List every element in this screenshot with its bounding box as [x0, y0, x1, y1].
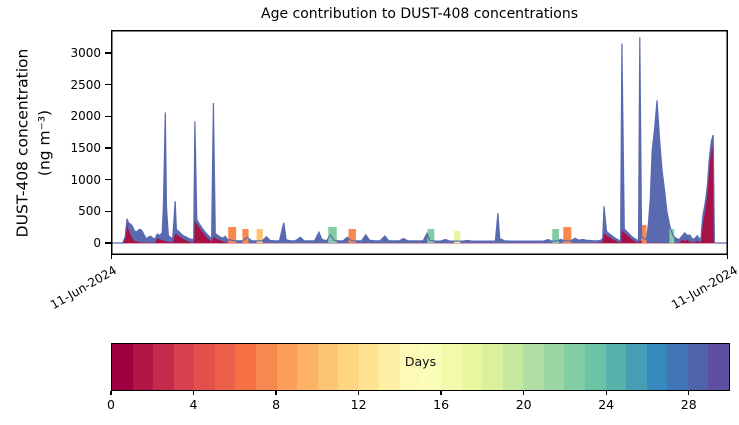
mid-age-accent: [454, 231, 461, 243]
colorbar-tick-label: 0: [107, 397, 115, 412]
colorbar-bin: [564, 344, 585, 390]
colorbar-tick-mark: [440, 391, 442, 395]
colorbar-bin: [667, 344, 688, 390]
colorbar-bin: [379, 344, 400, 390]
colorbar-tick-label: 28: [680, 397, 697, 412]
colorbar-bin: [194, 344, 215, 390]
axes-frame: [111, 30, 728, 255]
y-tick-mark: [105, 83, 111, 86]
colorbar-tick-mark: [110, 391, 112, 395]
mid-age-accent: [641, 225, 647, 243]
colorbar-bin: [235, 344, 256, 390]
colorbar-bin: [399, 344, 421, 390]
chart-title: Age contribution to DUST-408 concentrati…: [261, 6, 578, 22]
y-tick-label: 1500: [70, 141, 101, 155]
colorbar: [111, 343, 730, 391]
colorbar-bin: [153, 344, 174, 390]
colorbar-label: Days: [404, 354, 437, 369]
colorbar-bin: [358, 344, 380, 390]
colorbar-tick-label: 12: [350, 397, 367, 412]
colorbar-tick-label: 20: [515, 397, 532, 412]
colorbar-bin: [523, 344, 544, 390]
colorbar-bin: [461, 344, 483, 390]
colorbar-bin: [543, 344, 565, 390]
y-tick-label: 0: [93, 236, 101, 250]
colorbar-bin: [297, 344, 318, 390]
y-tick-mark: [105, 242, 111, 244]
y-tick-label: 1000: [70, 172, 101, 187]
y-tick-label: 500: [78, 204, 101, 219]
colorbar-bin: [338, 344, 359, 390]
colorbar-tick-mark: [688, 391, 690, 395]
y-tick-mark: [105, 115, 111, 118]
colorbar-bin: [584, 344, 606, 390]
colorbar-bin: [482, 344, 503, 390]
colorbar-tick-mark: [275, 391, 277, 395]
x-tick-label-left: 11-Jun-2024: [48, 263, 119, 313]
colorbar-bin: [687, 344, 709, 390]
mid-age-accent: [256, 229, 263, 243]
y-tick-mark: [105, 147, 111, 149]
colorbar-tick-mark: [357, 391, 360, 395]
y-tick-mark: [105, 210, 111, 213]
mid-age-accent: [328, 227, 337, 243]
colorbar-tick-mark: [192, 391, 195, 395]
mid-age-accent: [228, 227, 237, 243]
colorbar-tick-mark: [522, 391, 525, 395]
colorbar-bin: [173, 344, 195, 390]
colorbar-tick-label: 4: [189, 397, 198, 412]
colorbar-bin: [441, 344, 462, 390]
colorbar-bin: [646, 344, 668, 390]
colorbar-bin: [112, 344, 133, 390]
x-tick-mark-right: [727, 255, 729, 259]
y-tick-mark: [105, 178, 111, 181]
colorbar-tick-label: 24: [598, 397, 615, 412]
colorbar-bin: [626, 344, 647, 390]
young-age-area: [111, 144, 728, 244]
y-tick-mark: [105, 52, 111, 54]
mid-age-accent: [242, 229, 249, 243]
colorbar-bin: [708, 344, 729, 390]
y-tick-label: 2000: [70, 109, 101, 124]
old-age-area: [111, 37, 728, 244]
colorbar-bin: [255, 344, 277, 390]
colorbar-bin: [317, 344, 339, 390]
mid-age-accent: [669, 229, 675, 243]
colorbar-bin: [276, 344, 298, 390]
y-tick-label: 2500: [70, 77, 101, 92]
mid-age-accent: [348, 229, 356, 243]
colorbar-bin: [420, 344, 441, 390]
colorbar-tick-label: 8: [272, 397, 281, 412]
total-concentration-line: [111, 37, 728, 244]
mid-age-accent: [552, 229, 559, 243]
colorbar-bin: [214, 344, 236, 390]
colorbar-tick-mark: [605, 391, 607, 395]
x-tick-label-right: 11-Jun-2024: [669, 263, 739, 313]
colorbar-bin: [132, 344, 154, 390]
mid-age-accent: [563, 227, 572, 243]
colorbar-bin: [502, 344, 524, 390]
colorbar-bin: [605, 344, 627, 390]
plot-area: [111, 30, 728, 255]
colorbar-tick-label: 16: [433, 397, 450, 412]
mid-age-accent: [427, 229, 435, 243]
x-tick-mark-left: [110, 255, 112, 259]
y-tick-label: 3000: [70, 46, 101, 60]
